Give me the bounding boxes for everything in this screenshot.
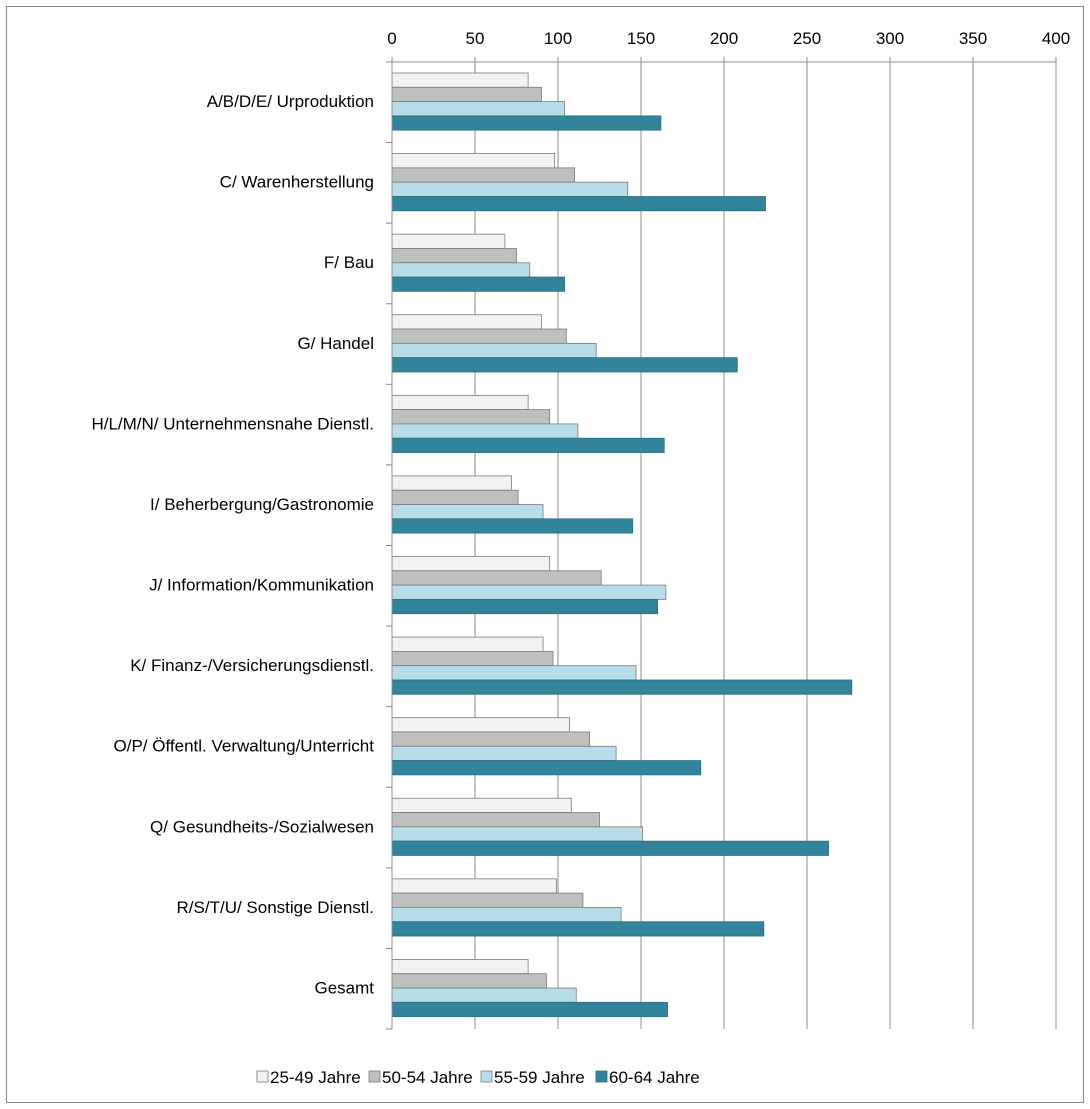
bar xyxy=(391,812,600,828)
legend-label: 55-59 Jahre xyxy=(494,1068,585,1087)
bar xyxy=(391,262,531,278)
category-label: C/ Warenherstellung xyxy=(220,173,374,192)
bar xyxy=(391,357,738,373)
bar xyxy=(391,248,517,264)
bar xyxy=(391,665,637,681)
category-label: A/B/D/E/ Urproduktion xyxy=(207,92,374,111)
bar xyxy=(391,840,829,856)
bar xyxy=(391,276,566,292)
bar xyxy=(391,878,557,894)
category-label: H/L/M/N/ Unternehmensnahe Dienstl. xyxy=(91,414,374,433)
labels: 0 50 100 150 200 250 300 350 400 A/B/D/E/ Urprodu… xyxy=(91,29,1070,997)
bar xyxy=(391,731,590,747)
x-tick-label: 250 xyxy=(793,29,821,48)
category-label: J/ Information/Kommunikation xyxy=(149,576,374,595)
bar xyxy=(391,342,597,359)
category-label: Q/ Gesundheits-/Sozialwesen xyxy=(150,817,374,836)
bar xyxy=(391,489,519,505)
legend-label: 60-64 Jahre xyxy=(609,1068,700,1087)
x-tick-label: 50 xyxy=(466,29,485,48)
x-tick-label: 300 xyxy=(876,29,904,48)
bar xyxy=(391,760,702,776)
category-label: F/ Bau xyxy=(324,253,374,272)
x-tick-label: 0 xyxy=(387,29,396,48)
bar xyxy=(391,650,554,667)
bar xyxy=(391,717,571,733)
category-label: I/ Beherbergung/Gastronomie xyxy=(150,495,374,514)
legend-swatch xyxy=(368,1070,381,1083)
x-tick-label: 400 xyxy=(1042,29,1070,48)
gridlines xyxy=(474,62,1057,1029)
bar xyxy=(391,394,529,411)
bar xyxy=(391,1001,668,1018)
bar xyxy=(391,196,766,212)
x-tick-label: 150 xyxy=(627,29,655,48)
bar xyxy=(391,636,544,652)
bar xyxy=(391,556,551,572)
category-label: R/S/T/U/ Sonstige Dienstl. xyxy=(177,898,374,917)
bar xyxy=(391,86,542,103)
legend-swatch xyxy=(480,1070,493,1083)
bar xyxy=(391,423,579,439)
bar xyxy=(391,921,765,937)
bar xyxy=(391,167,576,183)
category-label: K/ Finanz-/Versicherungsdienstl. xyxy=(130,656,374,675)
x-tick-label: 350 xyxy=(959,29,987,48)
bar xyxy=(391,101,566,117)
bar xyxy=(391,570,602,586)
legend-label: 25-49 Jahre xyxy=(270,1068,361,1087)
bar xyxy=(391,518,634,534)
bar xyxy=(391,959,529,975)
bar xyxy=(391,679,853,695)
legend-swatch xyxy=(595,1070,608,1083)
bar xyxy=(391,115,662,131)
bar xyxy=(391,475,512,491)
bar xyxy=(391,233,506,249)
bar xyxy=(391,907,622,923)
legend: 25-49 Jahre 50-54 Jahre 55-59 Jahre 60-64 J… xyxy=(256,1068,700,1087)
x-tick-label: 100 xyxy=(544,29,572,48)
legend-swatch xyxy=(256,1070,269,1083)
bar xyxy=(391,153,556,169)
x-tick-label: 200 xyxy=(710,29,738,48)
bar xyxy=(391,181,629,197)
bar xyxy=(391,584,667,600)
category-label: G/ Handel xyxy=(297,334,374,353)
bar xyxy=(391,314,542,330)
bars xyxy=(391,72,853,1018)
bar xyxy=(391,72,529,88)
category-label: O/P/ Öffentl. Verwaltung/Unterricht xyxy=(114,737,375,756)
bar xyxy=(391,599,659,615)
bar xyxy=(391,328,567,344)
bar xyxy=(391,745,617,761)
category-label: Gesamt xyxy=(314,978,374,997)
bar xyxy=(391,797,572,813)
bar xyxy=(391,892,584,908)
axes xyxy=(386,57,1057,1030)
bar xyxy=(391,437,665,453)
legend-label: 50-54 Jahre xyxy=(382,1068,473,1087)
bar xyxy=(391,504,544,520)
bar xyxy=(391,973,547,989)
bar xyxy=(391,987,577,1003)
bar xyxy=(391,826,644,842)
bar xyxy=(391,409,551,425)
